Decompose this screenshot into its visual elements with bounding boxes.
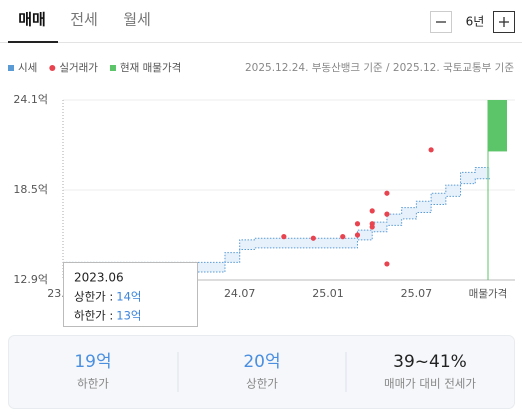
summary-value: 19억 — [74, 352, 111, 372]
x-tick-label: 매물가격 — [469, 287, 508, 300]
transaction-dot — [384, 190, 390, 196]
tooltip-value: 14억 — [116, 290, 141, 304]
tab-underline — [8, 41, 58, 43]
source-note: 2025.12.24. 부동산뱅크 기준 / 2025.12. 국토교통부 기준 — [245, 62, 514, 74]
legend-marker — [49, 65, 56, 71]
tooltip-title: 2023.06 — [74, 271, 124, 285]
band-fill — [63, 167, 490, 272]
summary-label: 상한가 — [246, 377, 278, 391]
legend-label: 시세 — [18, 62, 37, 74]
transaction-dot — [384, 261, 390, 267]
period-label: 6년 — [466, 15, 485, 29]
x-tick-label: 24.07 — [224, 287, 256, 300]
transaction-dot — [340, 234, 346, 240]
tab[interactable]: 월세 — [123, 11, 151, 29]
summary-label: 하한가 — [77, 377, 109, 391]
transaction-dot — [428, 147, 434, 153]
x-tick-label: 25.01 — [312, 287, 344, 300]
tooltip-label: 상한가 : — [74, 290, 113, 304]
transaction-dot — [354, 221, 361, 227]
legend-marker — [109, 65, 116, 71]
y-tick-label: 24.1억 — [13, 93, 48, 106]
transaction-dot — [369, 208, 375, 214]
band-lower — [63, 178, 490, 273]
transaction-dot — [369, 224, 375, 230]
summary-value: 20억 — [243, 352, 280, 372]
transaction-dot — [354, 232, 361, 238]
legend: 시세 실거래가 현재 매물가격 — [8, 61, 181, 74]
transaction-dot — [310, 235, 316, 241]
tab-active[interactable]: 매매 — [18, 11, 46, 29]
summary-box — [8, 335, 515, 409]
tab[interactable]: 전세 — [70, 11, 98, 29]
summary-value: 39~41% — [393, 352, 467, 372]
tooltip-box — [63, 262, 198, 327]
transaction-dot — [384, 211, 390, 217]
legend-marker — [8, 65, 14, 71]
summary-label: 매매가 대비 전세가 — [384, 377, 476, 391]
tooltip-value: 13억 — [116, 309, 141, 323]
y-tick-label: 12.9억 — [13, 273, 48, 286]
x-tick-label: 25.07 — [401, 287, 433, 300]
listing-range — [488, 100, 507, 152]
transaction-dot — [281, 234, 287, 240]
plot: 12.9억18.5억24.1억23.0724.0725.0125.07매물가격2… — [13, 93, 515, 327]
legend-label: 실거래가 — [59, 62, 98, 74]
y-tick-label: 18.5억 — [13, 183, 48, 196]
legend-label: 현재 매물가격 — [120, 61, 181, 74]
tooltip-label: 하한가 : — [74, 309, 113, 323]
